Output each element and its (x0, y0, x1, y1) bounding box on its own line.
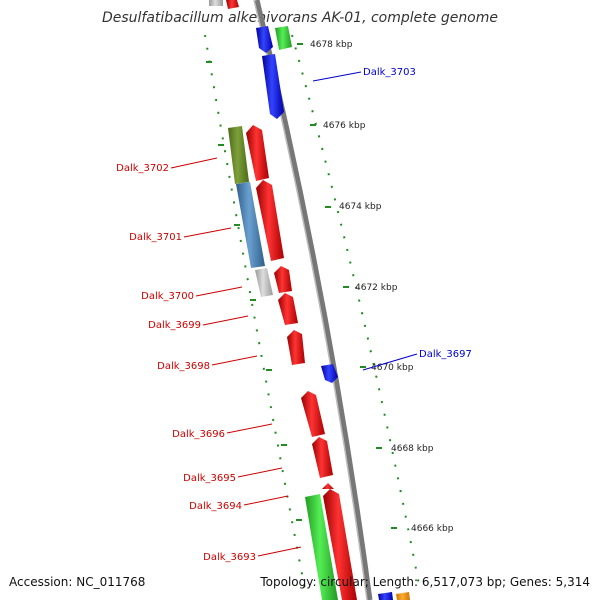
gene-arrow-dalk-3694[interactable] (322, 483, 334, 489)
gene-arrow-dalk-3697[interactable] (321, 364, 338, 383)
outer-scale-ticks (297, 43, 397, 529)
forward-strand-genes (256, 26, 410, 600)
leader-line-dalk-3693 (257, 546, 302, 557)
gene-label-dalk-3697[interactable]: Dalk_3697 (419, 349, 472, 360)
leader-line-dalk-3697 (362, 353, 418, 371)
gene-arrow-dalk-3698[interactable] (287, 330, 305, 365)
leader-line-dalk-3696 (226, 423, 273, 434)
scale-tick-label: 4668 kbp (391, 444, 434, 454)
gene-arrow-dalk-3701[interactable] (256, 180, 284, 261)
leader-line-dalk-3702 (170, 157, 218, 169)
gene-arrow-dalk-3696[interactable] (301, 391, 325, 437)
gene-label-dalk-3703[interactable]: Dalk_3703 (363, 67, 416, 78)
gene-arrow-dalk-3695[interactable] (312, 437, 333, 478)
gene-arrow-top-red[interactable] (226, 0, 239, 9)
gene-arrow-dalk-3703[interactable] (262, 54, 284, 119)
gene-arrow-bottom-orange[interactable] (396, 592, 410, 600)
leader-line-dalk-3698 (211, 355, 258, 366)
cog-block-dalk-3702[interactable] (228, 126, 249, 184)
accession-text: Accession: NC_011768 (9, 575, 145, 589)
gene-arrow-dalk-3700[interactable] (274, 266, 292, 293)
label-leader-lines (170, 71, 418, 557)
gene-arrow-dalk-3702[interactable] (246, 125, 269, 181)
gene-label-dalk-3696[interactable]: Dalk_3696 (172, 429, 225, 440)
gene-arrow-top-blue[interactable] (256, 26, 273, 53)
gene-arrow-bottom-blue[interactable] (378, 592, 393, 600)
scale-tick-label: 4672 kbp (355, 283, 398, 293)
scale-tick-label: 4666 kbp (411, 524, 454, 534)
scale-tick-labels: 4678 kbp 4676 kbp 4674 kbp 4672 kbp 4670… (310, 40, 454, 534)
gene-label-dalk-3699[interactable]: Dalk_3699 (148, 320, 201, 331)
cog-track (209, 0, 338, 600)
cog-block-top[interactable] (209, 0, 223, 6)
gene-label-dalk-3695[interactable]: Dalk_3695 (183, 473, 236, 484)
gene-label-dalk-3700[interactable]: Dalk_3700 (141, 291, 194, 302)
gene-label-dalk-3698[interactable]: Dalk_3698 (157, 361, 210, 372)
leader-line-dalk-3701 (183, 227, 232, 238)
gene-label-dalk-3693[interactable]: Dalk_3693 (203, 552, 256, 563)
gc-content-track (204, 34, 421, 591)
scale-tick-label: 4674 kbp (339, 202, 382, 212)
genome-summary-text: Topology: circular; Length: 6,517,073 bp… (259, 575, 590, 589)
gene-arrow-dalk-3693[interactable] (323, 489, 357, 600)
gene-label-dalk-3694[interactable]: Dalk_3694 (189, 501, 242, 512)
scale-tick-label: 4670 kbp (371, 363, 414, 373)
gene-arrow-dalk-3699[interactable] (278, 293, 298, 325)
cog-block-dalk-3700[interactable] (255, 268, 273, 297)
gene-arrow-top-green[interactable] (275, 26, 292, 50)
scale-tick-label: 4676 kbp (323, 121, 366, 131)
cog-block-dalk-3701[interactable] (236, 182, 265, 268)
reverse-strand-genes (226, 0, 357, 600)
map-title: Desulfatibacillum alkenivorans AK-01, co… (102, 10, 498, 26)
leader-line-dalk-3700 (195, 286, 243, 297)
gene-label-dalk-3701[interactable]: Dalk_3701 (129, 232, 182, 243)
leader-line-dalk-3703 (312, 71, 362, 82)
gene-label-dalk-3702[interactable]: Dalk_3702 (116, 163, 169, 174)
inner-scale-ticks (206, 61, 302, 521)
scale-tick-label: 4678 kbp (310, 40, 353, 50)
leader-line-dalk-3699 (202, 315, 249, 326)
gene-labels: Dalk_3703 Dalk_3702 Dalk_3701 Dalk_3700 … (116, 67, 472, 563)
leader-line-dalk-3695 (237, 467, 283, 478)
cog-block-dalk-3693[interactable] (305, 494, 338, 600)
leader-line-dalk-3694 (243, 495, 289, 506)
